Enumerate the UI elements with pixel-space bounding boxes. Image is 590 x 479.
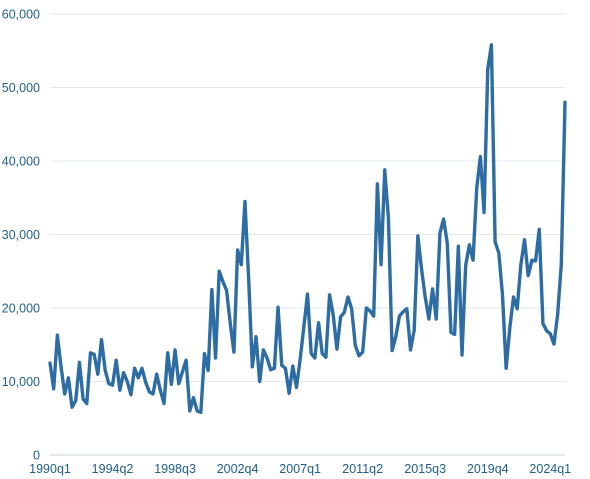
x-tick-label: 1998q3 xyxy=(154,462,196,476)
y-tick-label: 10,000 xyxy=(2,375,40,389)
gridlines xyxy=(50,13,565,382)
y-tick-label: 50,000 xyxy=(2,81,40,95)
x-tick-label: 2024q1 xyxy=(529,462,571,476)
y-tick-label: 20,000 xyxy=(2,302,40,316)
x-tick-label: 2015q3 xyxy=(404,462,446,476)
x-axis-tick-labels: 1990q1 1994q2 1998q3 2002q4 2007q1 2011q2 2015… xyxy=(29,462,571,476)
x-tick-label: 1994q2 xyxy=(92,462,134,476)
x-tick-label: 2002q4 xyxy=(217,462,259,476)
y-axis-tick-labels: 0 10,000 20,000 30,000 40,000 50,000 60,000 xyxy=(2,8,40,463)
x-tick-label: 2019q4 xyxy=(467,462,509,476)
y-tick-label: 30,000 xyxy=(2,228,40,242)
y-tick-label: 60,000 xyxy=(2,8,40,22)
y-tick-label: 40,000 xyxy=(2,155,40,169)
y-tick-label: 0 xyxy=(33,449,40,463)
x-tick-label: 2011q2 xyxy=(342,462,383,476)
x-tick-label: 2007q1 xyxy=(279,462,321,476)
x-tick-label: 1990q1 xyxy=(29,462,71,476)
series-line xyxy=(48,43,567,415)
